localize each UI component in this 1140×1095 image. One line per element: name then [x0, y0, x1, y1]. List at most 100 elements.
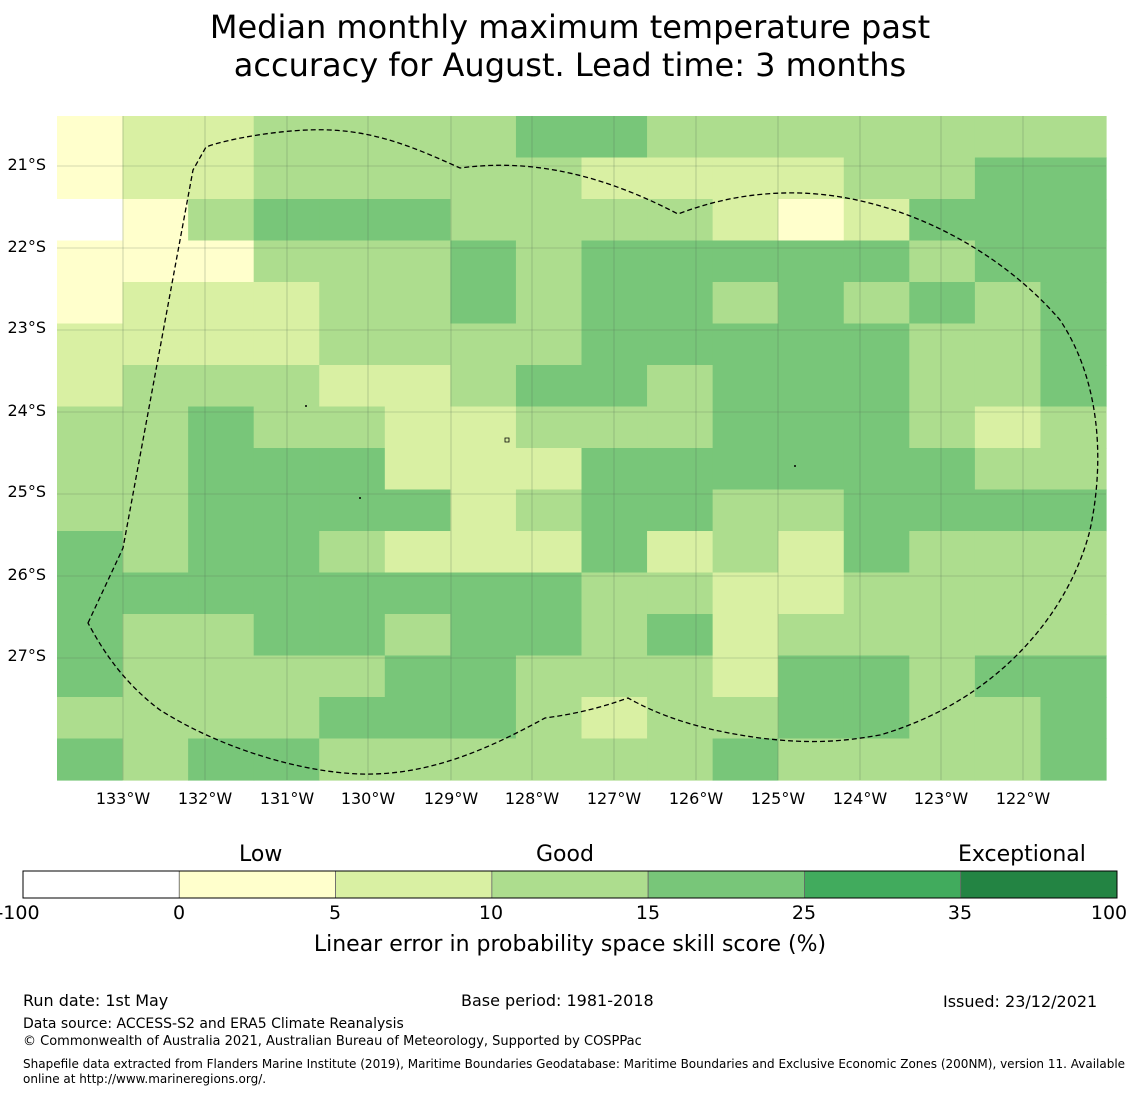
- grid-cell: [515, 323, 583, 366]
- grid-cell: [450, 489, 517, 532]
- grid-cell: [319, 655, 386, 698]
- grid-cell: [843, 199, 910, 242]
- island-marker: [504, 437, 510, 443]
- colorbar-tick: 0: [172, 902, 186, 924]
- grid-cell: [778, 572, 845, 615]
- grid-cell: [515, 116, 583, 159]
- colorbar-outline: [22, 870, 1118, 899]
- grid-cell: [57, 116, 124, 159]
- grid-cell: [974, 323, 1042, 366]
- grid-cell: [974, 738, 1042, 781]
- grid-cell: [188, 738, 255, 781]
- grid-cell: [974, 489, 1042, 532]
- grid-cell: [384, 199, 451, 242]
- grid-cell: [384, 282, 451, 325]
- grid-cell: [843, 116, 910, 159]
- grid-cell: [712, 365, 779, 408]
- lon-label: 123°W: [913, 789, 969, 808]
- grid-cell: [843, 655, 910, 698]
- grid-cell: [57, 738, 124, 781]
- skill-map: [57, 116, 1107, 781]
- grid-cell: [57, 240, 124, 283]
- grid-cell: [515, 531, 583, 574]
- grid-cell: [188, 240, 255, 283]
- grid-cell: [909, 406, 976, 449]
- grid-cell: [581, 572, 648, 615]
- grid-cell: [843, 614, 910, 657]
- grid-cell: [384, 738, 451, 781]
- grid-cell: [450, 323, 517, 366]
- graticule: [57, 116, 1106, 780]
- grid-cell: [647, 240, 714, 283]
- grid-cell: [1040, 282, 1107, 325]
- grid-cell: [122, 697, 189, 740]
- grid-cell: [384, 116, 451, 159]
- grid-cell: [909, 116, 976, 159]
- grid-cell: [778, 282, 845, 325]
- grid-cell: [647, 697, 714, 740]
- grid-cell: [647, 323, 714, 366]
- grid-cell: [712, 199, 779, 242]
- grid-cell: [712, 655, 779, 698]
- grid-cell: [581, 406, 648, 449]
- grid-cell: [778, 240, 845, 283]
- grid-cell: [712, 738, 779, 781]
- grid-cell: [515, 697, 583, 740]
- issued-date: Issued: 23/12/2021: [943, 992, 1098, 1011]
- colorbar-tick: 25: [791, 902, 817, 924]
- grid-cell: [122, 116, 189, 159]
- grid-cell: [647, 738, 714, 781]
- grid-cell: [647, 614, 714, 657]
- grid-cell: [450, 738, 517, 781]
- grid-cell: [122, 282, 189, 325]
- grid-cell: [188, 655, 255, 698]
- grid-cell: [581, 116, 648, 159]
- grid-cell: [712, 406, 779, 449]
- grid-cell: [188, 365, 255, 408]
- grid-cell: [909, 531, 976, 574]
- grid-cell: [647, 365, 714, 408]
- grid-cell: [647, 489, 714, 532]
- lon-label: 130°W: [340, 789, 396, 808]
- grid-cell: [843, 531, 910, 574]
- grid-cell: [450, 448, 517, 491]
- grid-cell: [712, 157, 779, 200]
- grid-cell: [1040, 448, 1107, 491]
- lon-label: 131°W: [259, 789, 315, 808]
- lat-label: 26°S: [7, 565, 46, 584]
- grid-cell: [122, 199, 189, 242]
- grid-cell: [384, 240, 451, 283]
- grid-cell: [122, 614, 189, 657]
- colorbar-segment: [491, 870, 649, 899]
- colorbar-segment: [178, 870, 336, 899]
- grid-cell: [647, 572, 714, 615]
- grid-cell: [515, 157, 583, 200]
- grid-cell: [57, 448, 124, 491]
- lat-label: 23°S: [7, 318, 46, 337]
- grid-cell: [843, 406, 910, 449]
- grid-cell: [647, 406, 714, 449]
- grid-cell: [319, 240, 386, 283]
- colorbar-segment: [22, 870, 180, 899]
- grid-cell: [319, 572, 386, 615]
- grid-cell: [581, 365, 648, 408]
- grid-cell: [122, 323, 189, 366]
- grid-cell: [450, 157, 517, 200]
- lon-label: 128°W: [504, 789, 560, 808]
- grid-cell: [515, 240, 583, 283]
- grid-cell: [515, 655, 583, 698]
- grid-cell: [188, 572, 255, 615]
- colorbar-segment: [647, 870, 805, 899]
- grid-cell: [57, 282, 124, 325]
- grid-cell: [909, 323, 976, 366]
- grid-cell: [515, 738, 583, 781]
- grid-cell: [712, 282, 779, 325]
- grid-cell: [778, 489, 845, 532]
- lat-label: 25°S: [7, 482, 46, 501]
- grid-cell: [57, 614, 124, 657]
- grid-cell: [974, 448, 1042, 491]
- grid-cell: [57, 323, 124, 366]
- grid-cell: [384, 365, 451, 408]
- colorbar-category-good: Good: [536, 842, 594, 867]
- grid-cell: [909, 365, 976, 408]
